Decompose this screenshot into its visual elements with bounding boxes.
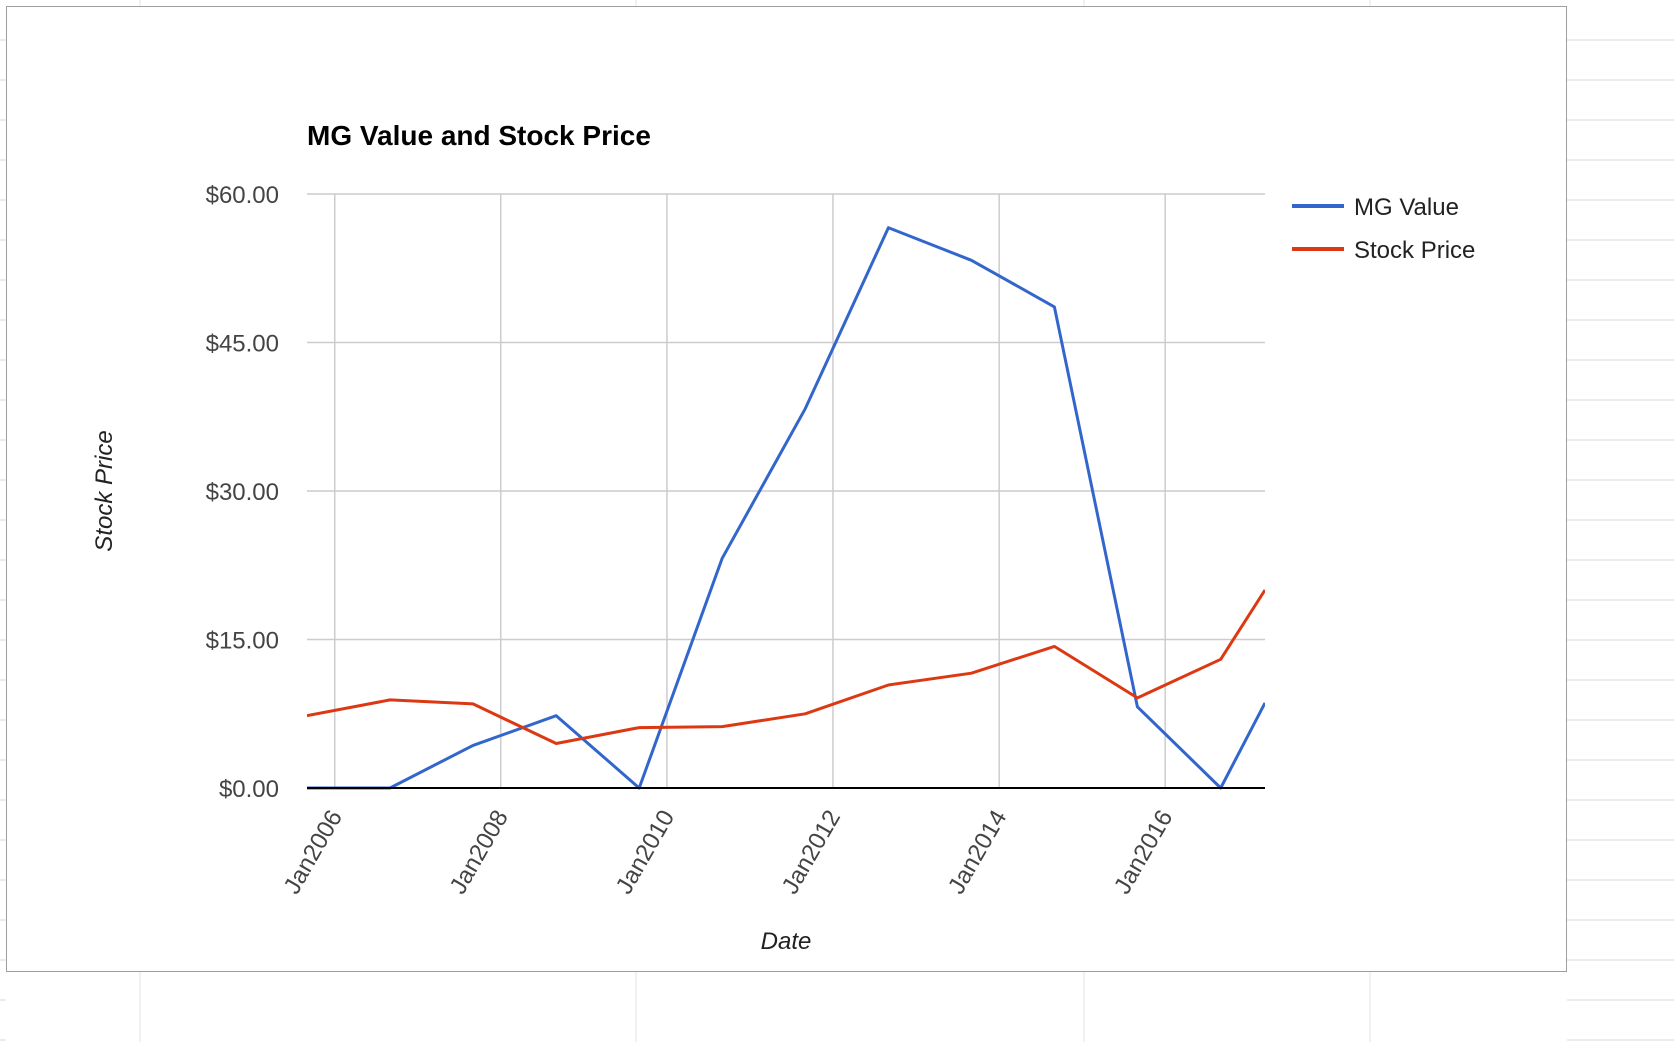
chart-container[interactable]: $0.00 $15.00 $30.00 $45.00 $60.00 Jan2006 Jan…	[6, 6, 1567, 972]
legend[interactable]: MG Value Stock Price	[1292, 194, 1475, 264]
chart-title: MG Value and Stock Price	[307, 120, 651, 151]
x-tick-label: Jan2014	[943, 806, 1012, 899]
y-tick-label: $60.00	[206, 182, 279, 209]
x-tick-label: Jan2012	[777, 806, 846, 899]
chart-svg: $0.00$15.00$30.00$45.00$60.00 Jan2006 Jan…	[91, 120, 1475, 955]
legend-label-1: Stock Price	[1354, 237, 1475, 264]
y-tick-label: $0.00	[219, 776, 279, 803]
x-tick-label: Jan2008	[445, 806, 514, 899]
y-tick-label: $30.00	[206, 479, 279, 506]
y-axis-ticks: $0.00 $15.00 $30.00 $45.00 $60.00	[206, 182, 279, 803]
y-axis-label: Stock Price	[91, 430, 118, 551]
series-lines	[307, 226, 1265, 790]
x-axis-ticks: Jan2006 Jan2008 Jan2010 Jan2012 Jan2014 Jan20…	[279, 806, 1179, 899]
x-axis-label: Date	[761, 928, 812, 955]
x-tick-label: Jan2016	[1109, 806, 1178, 899]
x-tick-label: Jan2006	[279, 806, 348, 899]
legend-label-0: MG Value	[1354, 194, 1459, 221]
grid	[307, 193, 1265, 788]
x-tick-label: Jan2010	[611, 806, 680, 899]
y-tick-label: $45.00	[206, 331, 279, 358]
y-tick-label: $15.00	[206, 628, 279, 655]
series-line-0	[307, 226, 1265, 790]
series-line-1	[307, 589, 1265, 745]
